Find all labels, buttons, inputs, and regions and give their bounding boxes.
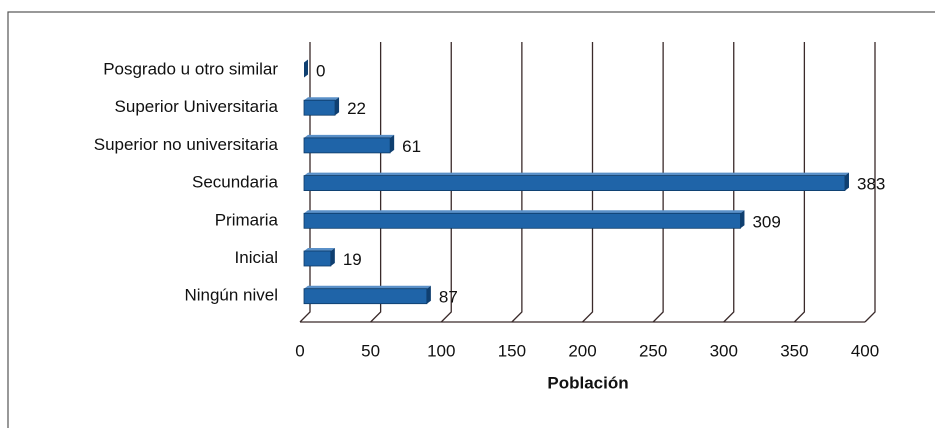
bar-cap: [740, 210, 745, 229]
x-axis-label: Población: [547, 373, 628, 392]
value-label: 22: [347, 99, 366, 118]
bar-top: [304, 172, 849, 176]
bar-top: [304, 134, 395, 138]
bar: [303, 137, 391, 154]
grid-line: [864, 42, 876, 323]
x-tick-label: 50: [361, 341, 380, 360]
y-tick-label: Secundaria: [192, 173, 279, 192]
bar-cap: [844, 172, 849, 191]
grid-line: [440, 42, 452, 323]
y-tick-label: Ningún nivel: [184, 286, 278, 305]
y-tick-label: Primaria: [215, 210, 279, 229]
bar-cap: [335, 97, 340, 116]
x-tick-label: 0: [295, 341, 304, 360]
x-tick-label: 100: [427, 341, 455, 360]
bar: [303, 175, 846, 192]
bar-cap: [330, 248, 335, 266]
value-label: 383: [857, 175, 885, 194]
value-label: 309: [752, 212, 780, 231]
bar-top: [304, 97, 340, 101]
y-tick-label: Posgrado u otro similar: [103, 59, 278, 78]
bar-cap: [426, 285, 431, 304]
value-label: 0: [316, 61, 325, 80]
x-tick-label: 400: [851, 341, 879, 360]
grid-line: [299, 42, 311, 323]
bar-top: [304, 210, 745, 214]
y-tick-label: Inicial: [235, 248, 278, 267]
grid-line: [582, 42, 594, 323]
grid-line: [511, 42, 523, 323]
value-label: 19: [343, 250, 362, 269]
y-tick-label: Superior no universitaria: [94, 135, 279, 154]
value-label: 61: [402, 137, 421, 156]
bar: [303, 250, 332, 267]
x-tick-label: 300: [710, 341, 738, 360]
y-tick-label: Superior Universitaria: [115, 97, 279, 116]
bar: [303, 99, 336, 116]
grid-line: [652, 42, 664, 323]
grid-line: [793, 42, 806, 323]
x-tick-label: 200: [568, 341, 596, 360]
x-tick-label: 250: [639, 341, 667, 360]
bar-cap: [304, 59, 308, 78]
chart-frame: [7, 11, 935, 428]
bar-top: [304, 285, 431, 289]
grid-line: [723, 42, 735, 323]
bar: [303, 288, 428, 305]
grid-line: [370, 42, 382, 323]
value-label: 87: [439, 288, 458, 307]
x-tick-label: 350: [780, 341, 808, 360]
x-tick-label: 150: [498, 341, 526, 360]
bar-cap: [390, 134, 395, 153]
bar: [303, 212, 741, 229]
bar-top: [304, 248, 335, 251]
